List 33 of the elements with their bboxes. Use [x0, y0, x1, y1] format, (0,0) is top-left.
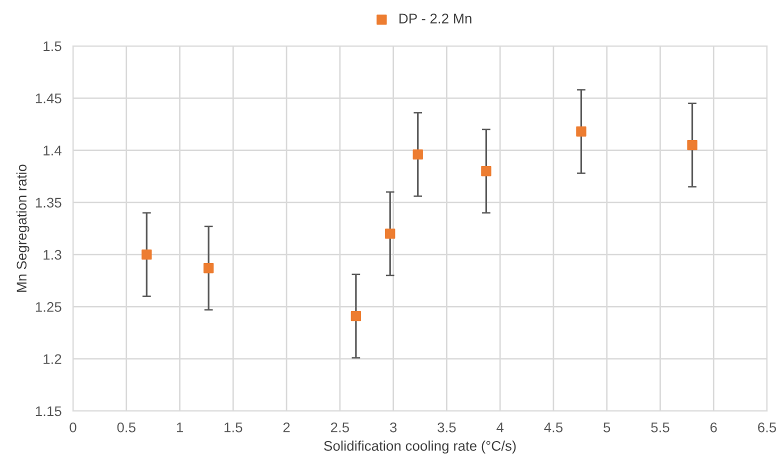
x-tick-label: 1 [176, 422, 183, 432]
point [412, 149, 423, 160]
x-tick-label: 6.5 [758, 422, 776, 432]
x-tick-label: 4 [496, 422, 504, 432]
x-tick-label: 3 [390, 422, 397, 432]
x-tick-label: 5 [604, 422, 610, 432]
y-tick-label: 1.35 [36, 198, 62, 208]
y-axis-title: Mn Segregation ratio [16, 164, 30, 292]
point [350, 311, 362, 322]
point [687, 140, 698, 150]
x-tick-label: 0 [70, 422, 76, 432]
y-tick-label: 1.5 [44, 41, 62, 52]
point [204, 263, 214, 274]
y-tick-label: 1.15 [36, 406, 62, 416]
point [142, 249, 152, 260]
y-tick-label: 1.2 [44, 354, 62, 364]
y-tick-label: 1.45 [36, 94, 62, 104]
x-tick-label: 1.5 [224, 422, 242, 432]
y-tick-label: 1.3 [44, 250, 62, 260]
x-tick-label: 2.5 [330, 422, 349, 432]
x-axis-title: Solidification cooling rate (°C/s) [324, 440, 516, 454]
y-tick-label: 1.25 [36, 302, 62, 312]
x-tick-label: 5.5 [651, 422, 670, 432]
x-tick-label: 0.5 [117, 422, 136, 432]
x-tick-label: 4.5 [544, 422, 563, 432]
legend-label: DP - 2.2 Mn [399, 14, 472, 24]
y-tick-label: 1.4 [44, 146, 62, 156]
point [576, 126, 586, 137]
x-tick-label: 3.5 [438, 422, 456, 432]
x-tick-label: 6 [710, 422, 717, 432]
x-tick-label: 2 [283, 422, 290, 432]
point [385, 228, 396, 239]
point [481, 166, 492, 176]
